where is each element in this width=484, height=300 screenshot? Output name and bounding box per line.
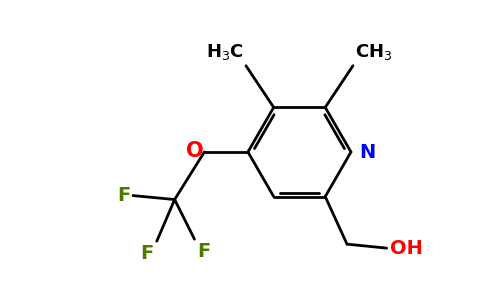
Text: F: F bbox=[140, 244, 154, 263]
Text: N: N bbox=[359, 143, 375, 163]
Text: F: F bbox=[197, 242, 211, 261]
Text: OH: OH bbox=[390, 238, 423, 258]
Text: F: F bbox=[117, 186, 130, 205]
Text: O: O bbox=[186, 141, 203, 161]
Text: H$_3$C: H$_3$C bbox=[206, 42, 244, 62]
Text: CH$_3$: CH$_3$ bbox=[355, 42, 393, 62]
